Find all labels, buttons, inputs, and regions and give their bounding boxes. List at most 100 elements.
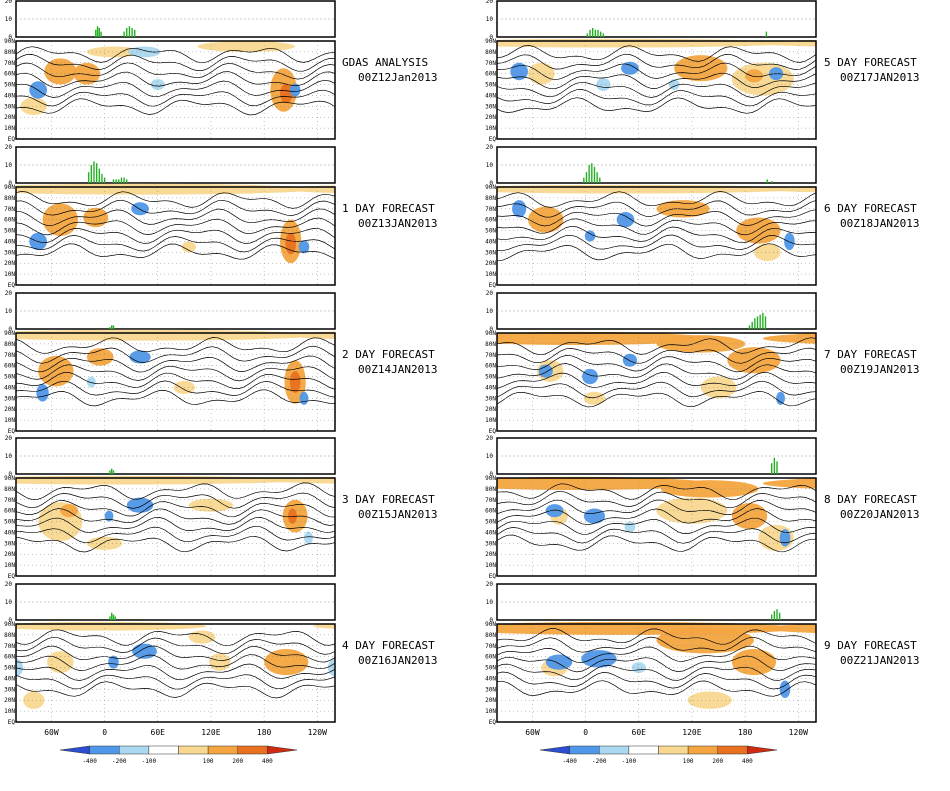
panel-time: 00Z20JAN2013 — [840, 508, 919, 521]
contour-line — [497, 209, 816, 227]
positive-anomaly — [20, 97, 48, 116]
latitude-tick: 30N — [4, 540, 15, 547]
negative-anomaly — [465, 233, 476, 250]
latitude-tick: 80N — [4, 341, 15, 348]
contour-line — [16, 364, 335, 382]
positive-anomaly — [762, 333, 816, 344]
colorbar-swatch — [59, 745, 90, 755]
positive-anomaly — [264, 649, 309, 676]
colorbar-label: 200 — [232, 758, 243, 765]
latitude-tick: 10N — [4, 125, 15, 132]
latitude-tick: 90N — [485, 330, 496, 337]
panel-time: 00Z18JAN2013 — [840, 217, 919, 230]
latitude-tick: EQ — [489, 719, 497, 726]
latitude-tick: 70N — [4, 352, 15, 359]
latitude-tick: 40N — [4, 384, 15, 391]
histogram-frame — [496, 0, 817, 38]
contour-line — [16, 71, 335, 88]
histogram-y-tick: 20 — [5, 290, 13, 297]
contour-line — [497, 363, 816, 380]
latitude-tick: 20N — [4, 260, 15, 267]
panel-time: 00Z14JAN2013 — [358, 363, 437, 376]
negative-anomaly — [582, 368, 599, 385]
negative-anomaly — [16, 658, 24, 677]
latitude-tick: 80N — [485, 49, 496, 56]
latitude-tick: 60N — [485, 71, 496, 78]
colorbar-swatch — [89, 745, 120, 755]
colorbar-label: 100 — [203, 758, 214, 765]
negative-anomaly — [779, 529, 791, 547]
histogram-frame — [496, 583, 817, 621]
latitude-tick: 70N — [485, 60, 496, 67]
colorbar-swatch — [237, 745, 268, 755]
latitude-tick: 50N — [485, 374, 496, 381]
histogram-frame — [15, 146, 336, 184]
positive-anomaly — [83, 207, 109, 228]
map-frame — [496, 186, 817, 286]
contour-line — [16, 337, 335, 354]
contour-line — [497, 53, 816, 70]
negative-anomaly — [303, 531, 313, 545]
anomaly-shading — [497, 331, 816, 405]
colorbar-label: 100 — [683, 758, 694, 765]
negative-anomaly — [936, 212, 950, 227]
negative-anomaly — [622, 353, 638, 367]
contour-line — [16, 645, 335, 663]
colorbar-swatch — [178, 745, 209, 755]
colorbar-swatch — [747, 745, 778, 755]
histogram-y-tick: 20 — [5, 0, 13, 5]
histogram-y-tick: 0 — [489, 471, 493, 478]
latitude-tick: 40N — [485, 675, 496, 682]
latitude-tick: 80N — [4, 486, 15, 493]
colorbar-swatch — [539, 745, 570, 755]
latitude-tick: 70N — [485, 206, 496, 213]
panel-time: 00Z17JAN2013 — [840, 71, 919, 84]
contour-line — [497, 380, 816, 399]
contour-line — [16, 681, 335, 699]
height-contours — [497, 337, 816, 408]
latitude-tick: 20N — [485, 551, 496, 558]
latitude-tick: 70N — [485, 497, 496, 504]
contour-line — [16, 235, 335, 253]
longitude-tick: 60W — [525, 728, 540, 737]
histogram-y-tick: 10 — [486, 308, 494, 315]
positive-anomaly — [700, 376, 737, 399]
contour-line — [16, 517, 335, 533]
negative-anomaly — [451, 644, 476, 659]
positive-anomaly — [23, 691, 45, 709]
histogram-y-tick: 20 — [5, 581, 13, 588]
map: 90N 80N 70N 60N 50N 40N 30N 20N 10N EQ — [485, 475, 817, 580]
map-frame — [496, 332, 817, 432]
negative-anomaly — [621, 61, 639, 75]
negative-anomaly — [584, 230, 596, 242]
latitude-tick: 70N — [4, 60, 15, 67]
histogram-y-tick: 20 — [5, 144, 13, 151]
latitude-tick: 90N — [485, 475, 496, 482]
latitude-tick: 20N — [4, 406, 15, 413]
positive-anomaly — [583, 391, 606, 405]
histogram-y-tick: 10 — [486, 453, 494, 460]
latitude-tick: 70N — [485, 352, 496, 359]
latitude-tick: 30N — [4, 686, 15, 693]
height-contours — [16, 629, 335, 699]
histogram-frame — [496, 146, 817, 184]
map: 90N 80N 70N 60N 50N 40N 30N 20N 10N EQ — [465, 184, 950, 289]
colorbar-swatch — [207, 745, 238, 755]
contour-line — [16, 482, 335, 500]
colorbar-swatch — [687, 745, 718, 755]
colorbar-swatch — [658, 745, 689, 755]
map-grid — [16, 333, 335, 431]
negative-anomaly — [150, 79, 165, 90]
map: 90N 80N 70N 60N 50N 40N 30N 20N 10N EQ — [485, 330, 817, 435]
panel-time: 00Z16JAN2013 — [358, 654, 437, 667]
panel-time: 00Z13JAN2013 — [358, 217, 437, 230]
negative-anomaly — [104, 510, 114, 522]
contour-line — [16, 79, 335, 98]
anomaly-shading — [20, 41, 301, 116]
positive-anomaly — [406, 537, 441, 550]
negative-anomaly — [36, 384, 49, 402]
longitude-tick: 60W — [44, 728, 59, 737]
